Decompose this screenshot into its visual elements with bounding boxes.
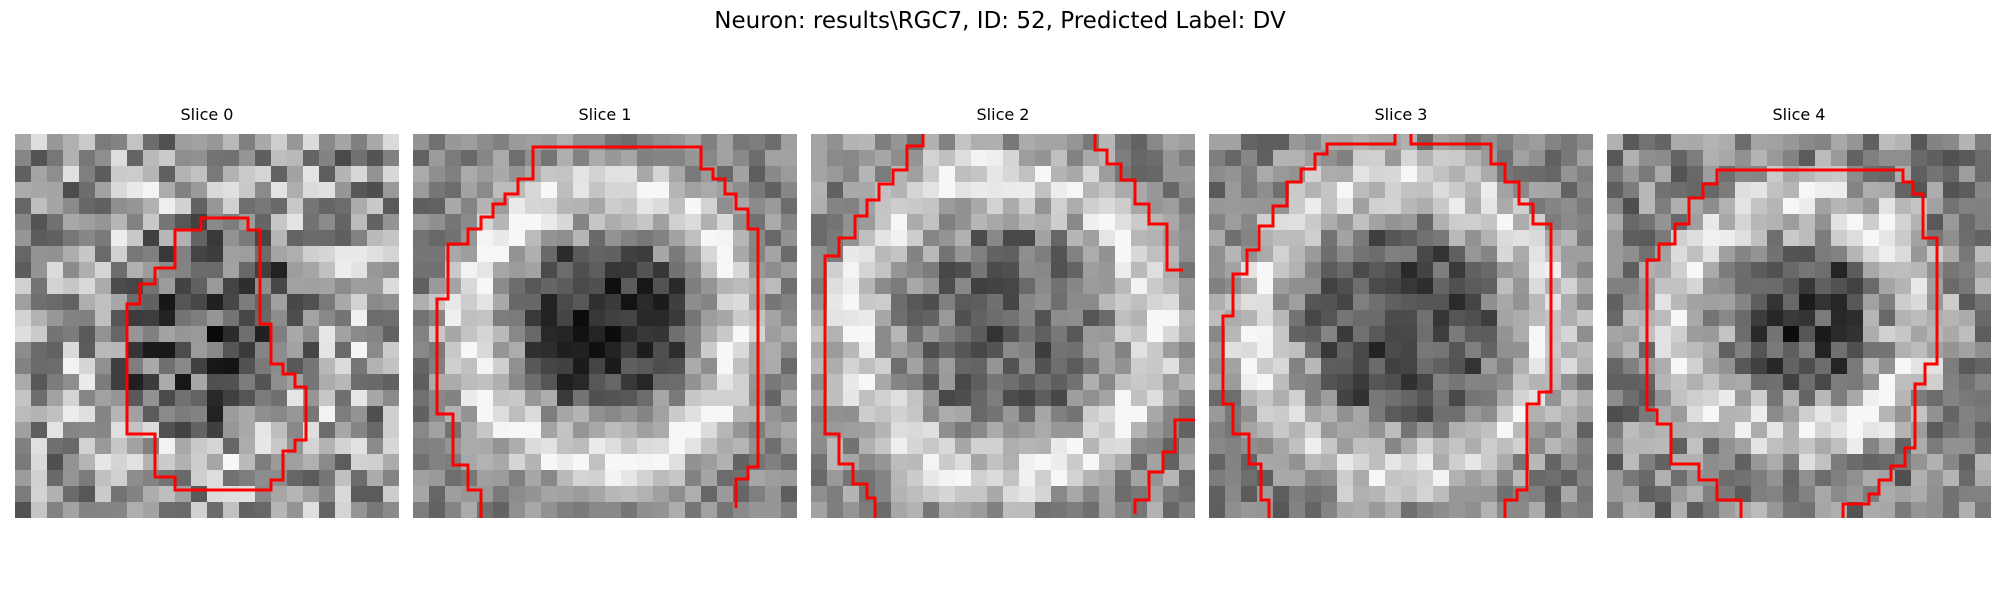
slice-title-3: Slice 3 xyxy=(1374,105,1428,124)
cell-contour-4 xyxy=(1645,168,1939,518)
slice-title-2: Slice 2 xyxy=(976,105,1030,124)
cell-contour-3b xyxy=(1409,134,1553,518)
slice-image-4 xyxy=(1607,134,1991,518)
slice-image-3 xyxy=(1209,134,1593,518)
slice-title-0: Slice 0 xyxy=(180,105,234,124)
cell-contour-2c xyxy=(1133,418,1195,514)
grayscale-image-4 xyxy=(1607,134,1991,518)
slice-title-1: Slice 1 xyxy=(578,105,632,124)
slice-image-2 xyxy=(811,134,1195,518)
slice-image-1 xyxy=(413,134,797,518)
cell-contour-2 xyxy=(823,134,925,518)
cell-contour-2b xyxy=(1093,134,1183,272)
cell-contour-1 xyxy=(435,145,760,518)
grayscale-image-1 xyxy=(413,134,797,518)
cell-contour-3 xyxy=(1221,134,1397,518)
slice-title-4: Slice 4 xyxy=(1772,105,1826,124)
grayscale-image-3 xyxy=(1209,134,1593,518)
figure-title: Neuron: results\RGC7, ID: 52, Predicted … xyxy=(714,8,1286,34)
grayscale-image-2 xyxy=(811,134,1195,518)
cell-contour-0 xyxy=(125,216,308,492)
grayscale-image-0 xyxy=(15,134,399,518)
slice-image-0 xyxy=(15,134,399,518)
